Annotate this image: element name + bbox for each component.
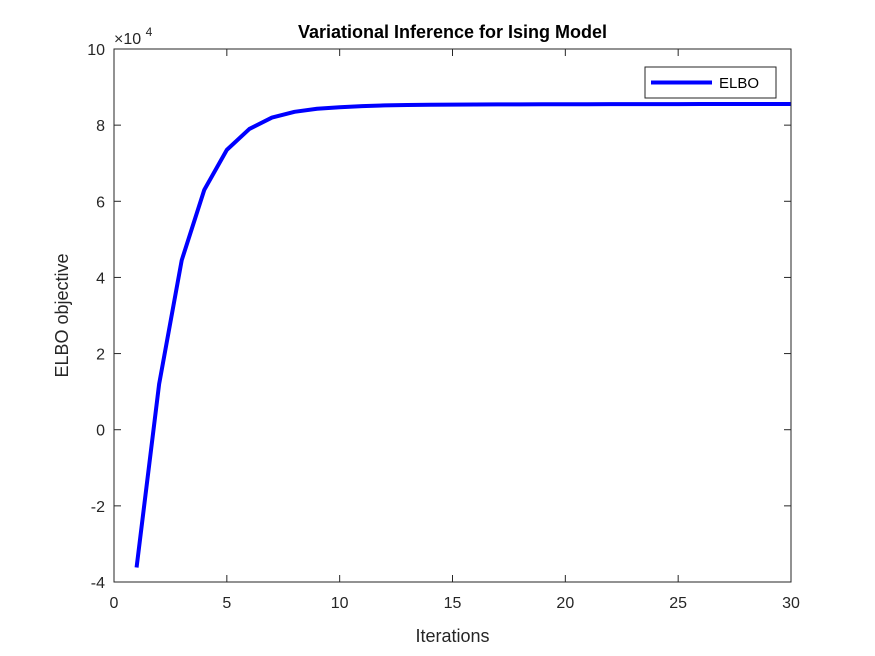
y-tick-label: 6 xyxy=(96,194,105,211)
y-tick-label: 0 xyxy=(96,423,105,440)
x-tick-label: 0 xyxy=(110,595,119,612)
legend-label-elbo: ELBO xyxy=(719,75,759,92)
series-layer xyxy=(134,102,791,568)
x-tick-label: 30 xyxy=(782,595,800,612)
axes-box xyxy=(113,48,792,583)
svg-text:×10 4: ×10 4 xyxy=(114,25,153,48)
x-tick-label: 5 xyxy=(222,595,231,612)
x-tick-label: 10 xyxy=(331,595,349,612)
x-axis-label: Iterations xyxy=(415,626,489,646)
y-tick-label: -4 xyxy=(91,575,105,592)
x-tick-label: 15 xyxy=(444,595,462,612)
series-line-elbo xyxy=(134,102,791,568)
x-tick-label: 20 xyxy=(556,595,574,612)
y-tick-label: 2 xyxy=(96,347,105,364)
chart-title: Variational Inference for Ising Model xyxy=(298,22,607,42)
ticks-layer: 0 5 10 15 20 25 30 -4 -2 0 2 4 6 8 10 xyxy=(87,42,800,612)
y-tick-label: 8 xyxy=(96,118,105,135)
y-exponent-label: ×10 4 xyxy=(114,25,153,48)
x-tick-label: 25 xyxy=(669,595,687,612)
y-axis-label: ELBO objective xyxy=(52,253,72,377)
y-tick-label: -2 xyxy=(91,499,105,516)
legend: ELBO xyxy=(644,66,777,99)
y-tick-label: 4 xyxy=(96,270,105,287)
plot-area xyxy=(114,49,791,582)
y-exponent-power: 4 xyxy=(146,25,153,39)
y-exponent-base: ×10 xyxy=(114,31,141,48)
y-tick-label: 10 xyxy=(87,42,105,59)
